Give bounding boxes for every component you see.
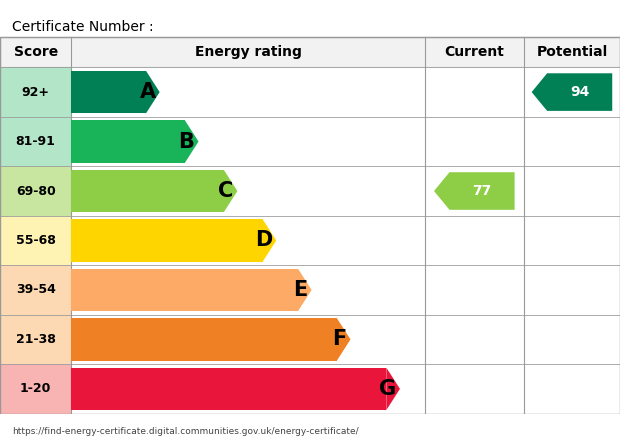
Text: 39-54: 39-54 (16, 283, 56, 297)
Bar (71, 216, 425, 265)
Text: 21-38: 21-38 (16, 333, 56, 346)
Bar (0, 315, 71, 364)
Polygon shape (146, 71, 160, 114)
Text: G: G (379, 379, 396, 399)
Bar (71, 67, 425, 117)
Polygon shape (224, 170, 237, 212)
Bar (524, 67, 620, 117)
Text: 92+: 92+ (22, 86, 50, 99)
Bar (71, 364, 425, 414)
Bar (0, 37, 620, 67)
Bar (425, 216, 524, 265)
Bar (0, 265, 71, 315)
Polygon shape (531, 73, 613, 111)
Bar (0, 364, 71, 414)
Polygon shape (298, 269, 312, 311)
Polygon shape (434, 172, 515, 210)
Text: A: A (140, 82, 156, 102)
Text: 69-80: 69-80 (16, 184, 56, 198)
Bar (425, 265, 524, 315)
Text: Energy rating: Energy rating (195, 45, 301, 59)
Bar (425, 364, 524, 414)
Bar (524, 364, 620, 414)
Polygon shape (185, 120, 198, 163)
Text: 94: 94 (570, 85, 590, 99)
Bar (425, 315, 524, 364)
Text: 55-68: 55-68 (16, 234, 56, 247)
Polygon shape (263, 219, 277, 262)
Bar (71, 318, 337, 361)
Text: 81-91: 81-91 (16, 135, 56, 148)
Text: https://find-energy-certificate.digital.communities.gov.uk/energy-certificate/: https://find-energy-certificate.digital.… (12, 427, 359, 436)
Bar (524, 117, 620, 166)
Text: E: E (293, 280, 308, 300)
Polygon shape (337, 318, 350, 361)
Bar (425, 67, 524, 117)
Bar (425, 117, 524, 166)
Text: B: B (179, 132, 195, 151)
Bar (524, 216, 620, 265)
Text: Certificate Number :: Certificate Number : (12, 20, 154, 34)
Bar (71, 117, 425, 166)
Bar (71, 269, 298, 311)
Text: Potential: Potential (536, 45, 608, 59)
Text: Score: Score (14, 45, 58, 59)
Text: C: C (218, 181, 233, 201)
Polygon shape (386, 367, 400, 410)
Bar (71, 71, 146, 114)
Text: D: D (255, 231, 272, 250)
Bar (524, 315, 620, 364)
Bar (425, 166, 524, 216)
Text: F: F (332, 330, 347, 349)
Bar (71, 367, 386, 410)
Bar (0, 117, 71, 166)
Bar (71, 315, 425, 364)
Bar (71, 166, 425, 216)
Bar (0, 166, 71, 216)
Text: Current: Current (445, 45, 504, 59)
Bar (524, 166, 620, 216)
Bar (71, 120, 185, 163)
Bar (524, 265, 620, 315)
Bar (71, 219, 263, 262)
Bar (71, 265, 425, 315)
Text: 77: 77 (472, 184, 492, 198)
Bar (0, 216, 71, 265)
Bar (0, 67, 71, 117)
Text: 1-20: 1-20 (20, 382, 51, 396)
Bar (71, 170, 224, 212)
